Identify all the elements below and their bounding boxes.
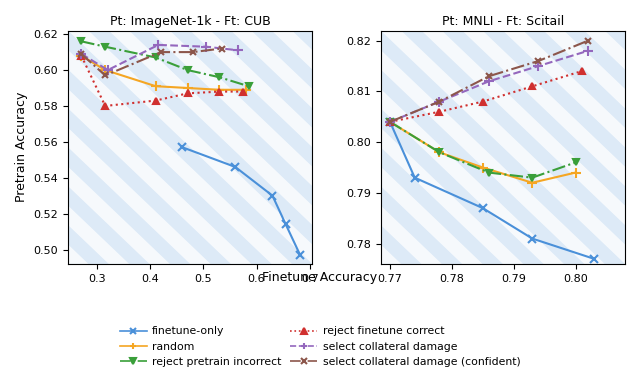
Polygon shape (68, 128, 312, 264)
Polygon shape (68, 31, 312, 147)
Legend: finetune-only, random, reject pretrain incorrect, reject finetune correct, selec: finetune-only, random, reject pretrain i… (115, 322, 525, 372)
Polygon shape (68, 50, 312, 264)
Polygon shape (381, 31, 625, 264)
Polygon shape (381, 50, 625, 264)
Polygon shape (68, 31, 312, 186)
Text: Finetune Accuracy: Finetune Accuracy (262, 271, 378, 284)
Polygon shape (68, 167, 312, 264)
Polygon shape (68, 31, 312, 69)
Polygon shape (381, 205, 625, 264)
Polygon shape (68, 31, 312, 108)
Polygon shape (381, 89, 625, 264)
Polygon shape (381, 244, 625, 264)
Polygon shape (381, 128, 625, 264)
Polygon shape (381, 31, 625, 108)
Polygon shape (68, 31, 312, 264)
Y-axis label: Pretrain Accuracy: Pretrain Accuracy (15, 92, 28, 202)
Title: Pt: ImageNet-1k - Ft: CUB: Pt: ImageNet-1k - Ft: CUB (110, 15, 271, 28)
Polygon shape (68, 205, 312, 264)
Title: Pt: MNLI - Ft: Scitail: Pt: MNLI - Ft: Scitail (442, 15, 564, 28)
Polygon shape (381, 167, 625, 264)
Polygon shape (381, 31, 625, 186)
Polygon shape (68, 31, 312, 225)
Polygon shape (381, 31, 625, 225)
Polygon shape (68, 244, 312, 264)
Polygon shape (381, 31, 625, 69)
Polygon shape (68, 89, 312, 264)
Polygon shape (381, 31, 625, 147)
